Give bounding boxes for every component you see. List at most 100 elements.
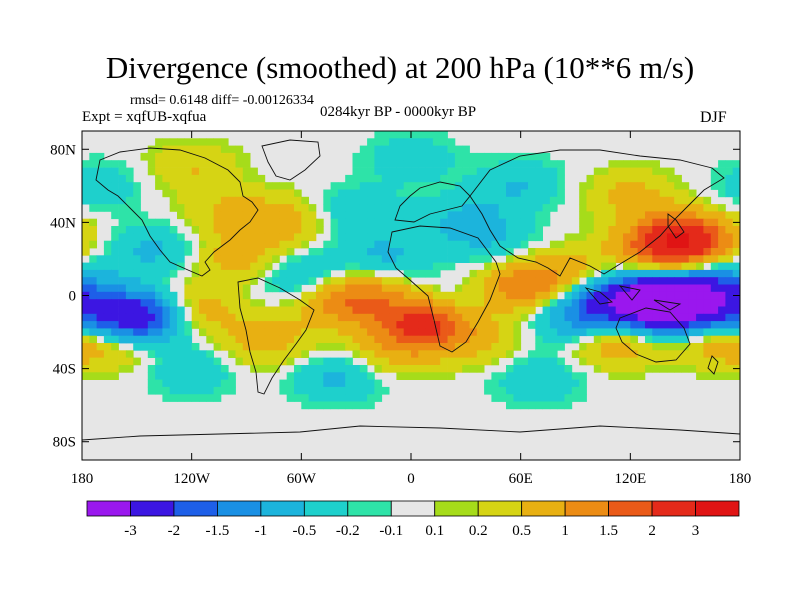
field-cell (367, 277, 375, 285)
field-cell (696, 328, 704, 337)
field-cell (593, 189, 602, 198)
field-cell (301, 343, 309, 351)
field-cell (725, 350, 734, 358)
field-cell (191, 269, 200, 278)
field-cell (155, 386, 163, 395)
field-cell (220, 226, 229, 234)
field-cell (294, 240, 302, 249)
field-cell (732, 328, 740, 337)
field-cell (674, 182, 682, 190)
field-cell (118, 269, 127, 278)
field-cell (206, 291, 214, 300)
field-cell (520, 218, 529, 227)
field-cell (184, 350, 193, 358)
field-cell (659, 269, 668, 278)
field-cell (513, 255, 522, 263)
field-cell (579, 343, 587, 351)
field-cell (645, 262, 653, 271)
field-cell (345, 284, 353, 293)
field-cell (294, 313, 302, 322)
field-cell (316, 394, 324, 402)
field-cell (454, 357, 463, 366)
field-cell (696, 211, 704, 220)
field-cell (286, 226, 295, 234)
field-cell (491, 189, 500, 198)
field-cell (615, 269, 624, 278)
field-cell (710, 306, 719, 315)
field-cell (279, 211, 288, 220)
field-cell (513, 167, 522, 176)
field-cell (177, 211, 185, 220)
field-cell (579, 328, 587, 337)
field-cell (681, 284, 690, 293)
field-cell (337, 386, 346, 395)
field-cell (235, 262, 244, 271)
field-cell (162, 313, 171, 322)
field-cell (199, 386, 207, 395)
field-cell (608, 306, 617, 315)
field-cell (374, 299, 383, 307)
field-cell (520, 240, 529, 249)
field-cell (359, 269, 368, 278)
field-cell (652, 218, 660, 227)
field-cell (732, 335, 740, 344)
field-cell (462, 145, 470, 154)
field-cell (352, 299, 361, 307)
field-cell (125, 365, 134, 373)
field-cell (191, 379, 200, 388)
field-cell (432, 335, 441, 344)
field-cell (579, 248, 587, 256)
field-cell (257, 255, 266, 263)
field-cell (681, 277, 690, 285)
field-cell (169, 269, 178, 278)
field-cell (184, 328, 193, 337)
field-cell (579, 386, 587, 395)
field-cell (82, 335, 90, 344)
field-cell (666, 335, 675, 344)
field-cell (659, 174, 668, 183)
field-cell (345, 313, 353, 322)
coast-north-america (95, 147, 259, 277)
field-cell (199, 306, 207, 315)
field-cell (411, 269, 419, 278)
field-cell (586, 357, 595, 366)
field-cell (549, 386, 558, 395)
field-cell (528, 226, 536, 234)
field-cell (593, 211, 602, 220)
field-cell (469, 218, 478, 227)
field-cell (593, 255, 602, 263)
field-cell (411, 182, 419, 190)
field-cell (688, 284, 697, 293)
field-cell (601, 321, 609, 329)
field-cell (396, 306, 405, 315)
field-cell (316, 401, 324, 410)
field-cell (535, 350, 543, 358)
field-cell (228, 189, 236, 198)
field-cell (447, 328, 456, 337)
field-cell (337, 321, 346, 329)
field-cell (257, 321, 266, 329)
field-cell (162, 343, 171, 351)
field-cell (235, 350, 244, 358)
field-cell (666, 174, 675, 183)
field-cell (89, 262, 97, 271)
field-cell (403, 248, 412, 256)
field-cell (337, 379, 346, 388)
field-cell (623, 233, 631, 242)
field-cell (352, 152, 361, 161)
field-cell (703, 291, 712, 300)
field-cell (608, 174, 617, 183)
field-cell (301, 365, 309, 373)
field-cell (666, 328, 675, 337)
field-cell (528, 248, 536, 256)
field-cell (155, 328, 163, 337)
field-cell (118, 357, 127, 366)
field-cell (147, 379, 156, 388)
field-cell (506, 335, 514, 344)
field-cell (381, 321, 390, 329)
field-cell (564, 401, 573, 410)
field-cell (484, 357, 492, 366)
field-cell (593, 196, 602, 205)
field-cell (564, 394, 573, 402)
